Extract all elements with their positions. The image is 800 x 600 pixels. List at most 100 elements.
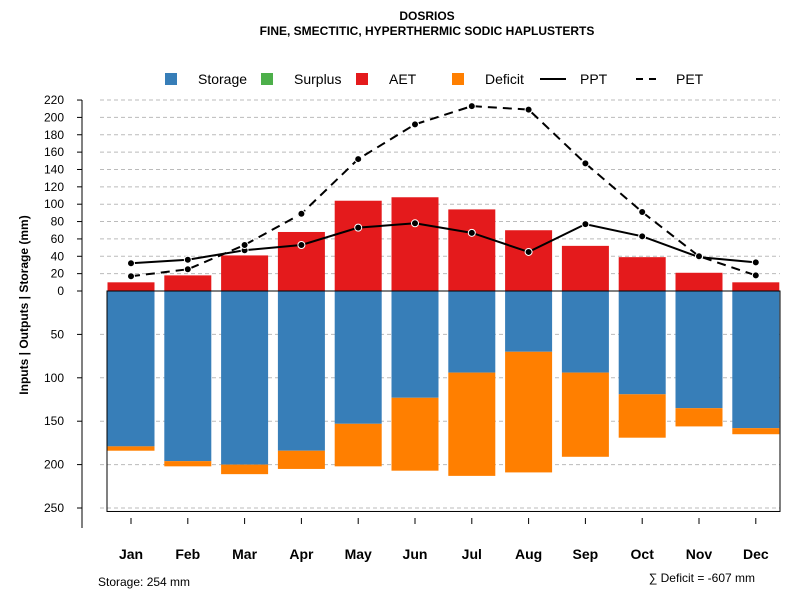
x-tick-label: Nov [686, 546, 713, 562]
storage-bar [561, 291, 609, 373]
legend-label-surplus: Surplus [294, 71, 341, 87]
x-tick-label: Oct [631, 546, 655, 562]
y-tick-label: 220 [44, 93, 64, 107]
chart-title: DOSRIOS [399, 9, 454, 23]
ppt-point [297, 240, 306, 249]
storage-bar [448, 291, 496, 373]
y-tick-label: 40 [51, 249, 65, 263]
ppt-point [581, 220, 590, 229]
pet-point [467, 102, 476, 111]
aet-bar [334, 200, 382, 291]
y-tick-label: 200 [44, 458, 64, 472]
x-tick-label: Mar [232, 546, 257, 562]
ppt-point [751, 258, 760, 267]
pet-point [751, 271, 760, 280]
deficit-bar [561, 372, 609, 457]
y-tick-label: 50 [51, 327, 65, 341]
legend-swatch-aet [356, 73, 368, 85]
deficit-annotation: ∑ Deficit = -607 mm [649, 571, 755, 585]
legend-swatch-surplus [261, 73, 273, 85]
y-tick-label: 180 [44, 128, 64, 142]
y-tick-label: 250 [44, 501, 64, 515]
legend-swatch-deficit [452, 73, 464, 85]
legend-swatch-storage [165, 73, 177, 85]
x-tick-label: Jan [119, 546, 143, 562]
x-tick-label: Feb [175, 546, 200, 562]
aet-bar [618, 257, 666, 291]
pet-point [695, 252, 703, 261]
pet-point [297, 209, 306, 218]
deficit-bar [505, 351, 553, 473]
pet-point [581, 159, 590, 168]
deficit-bar [391, 397, 439, 471]
storage-annotation: Storage: 254 mm [98, 575, 190, 589]
pet-point [411, 120, 419, 129]
deficit-bar [107, 446, 155, 451]
x-tick-label: Jun [403, 546, 428, 562]
storage-bar [221, 291, 269, 465]
deficit-bar [221, 464, 269, 475]
aet-bar [561, 245, 609, 291]
ppt-point [524, 247, 533, 256]
y-tick-label: 100 [44, 197, 64, 211]
pet-line [130, 105, 757, 278]
pet-point [524, 105, 533, 114]
ppt-point [183, 255, 192, 264]
y-tick-label: 160 [44, 145, 64, 159]
y-tick-label: 0 [57, 284, 64, 298]
ppt-point [411, 219, 419, 228]
x-tick-label: May [345, 546, 372, 562]
storage-bar [334, 291, 382, 424]
ppt-line [130, 222, 756, 265]
y-tick-label: 120 [44, 180, 64, 194]
y-tick-label: 100 [44, 371, 64, 385]
y-tick-label: 200 [44, 110, 64, 124]
aet-bar [448, 209, 496, 291]
x-tick-label: Jul [462, 546, 482, 562]
aet-bar [675, 272, 723, 291]
ppt-point [467, 228, 476, 237]
storage-bar [675, 291, 723, 409]
deficit-bar [675, 408, 723, 427]
y-tick-label: 140 [44, 162, 64, 176]
ppt-point [638, 232, 647, 241]
deficit-bar [618, 394, 666, 438]
storage-bar [164, 291, 212, 462]
aet-bar [732, 282, 780, 291]
deficit-bar [334, 423, 382, 467]
y-tick-label: 60 [51, 232, 65, 246]
y-tick-label: 150 [44, 414, 64, 428]
storage-bar [391, 291, 439, 398]
storage-bar [618, 291, 666, 395]
aet-bar [164, 275, 212, 291]
pet-point [240, 240, 249, 249]
deficit-bar [732, 428, 780, 435]
deficit-bar [164, 461, 212, 467]
aet-bar [505, 230, 553, 291]
storage-bar [107, 291, 155, 447]
pet-point [354, 155, 363, 164]
storage-bar [277, 291, 325, 451]
legend-label-ppt: PPT [580, 71, 608, 87]
ppt-point [127, 259, 135, 268]
x-tick-label: Dec [743, 546, 769, 562]
pet-point [183, 265, 192, 274]
pet-point [638, 208, 647, 217]
y-axis-label: Inputs | Outputs | Storage (mm) [17, 215, 31, 394]
pet-point [127, 272, 135, 281]
x-tick-label: Aug [515, 546, 542, 562]
x-tick-label: Sep [573, 546, 599, 562]
deficit-bar [448, 372, 496, 476]
legend-label-pet: PET [676, 71, 704, 87]
y-tick-label: 80 [51, 215, 65, 229]
deficit-bar [277, 450, 325, 469]
aet-bar [107, 282, 155, 291]
aet-bar [221, 255, 269, 291]
aet-bar [391, 197, 439, 291]
legend-label-aet: AET [389, 71, 417, 87]
legend-label-storage: Storage [198, 71, 247, 87]
chart-subtitle: FINE, SMECTITIC, HYPERTHERMIC SODIC HAPL… [260, 24, 595, 38]
ppt-point [354, 223, 363, 232]
